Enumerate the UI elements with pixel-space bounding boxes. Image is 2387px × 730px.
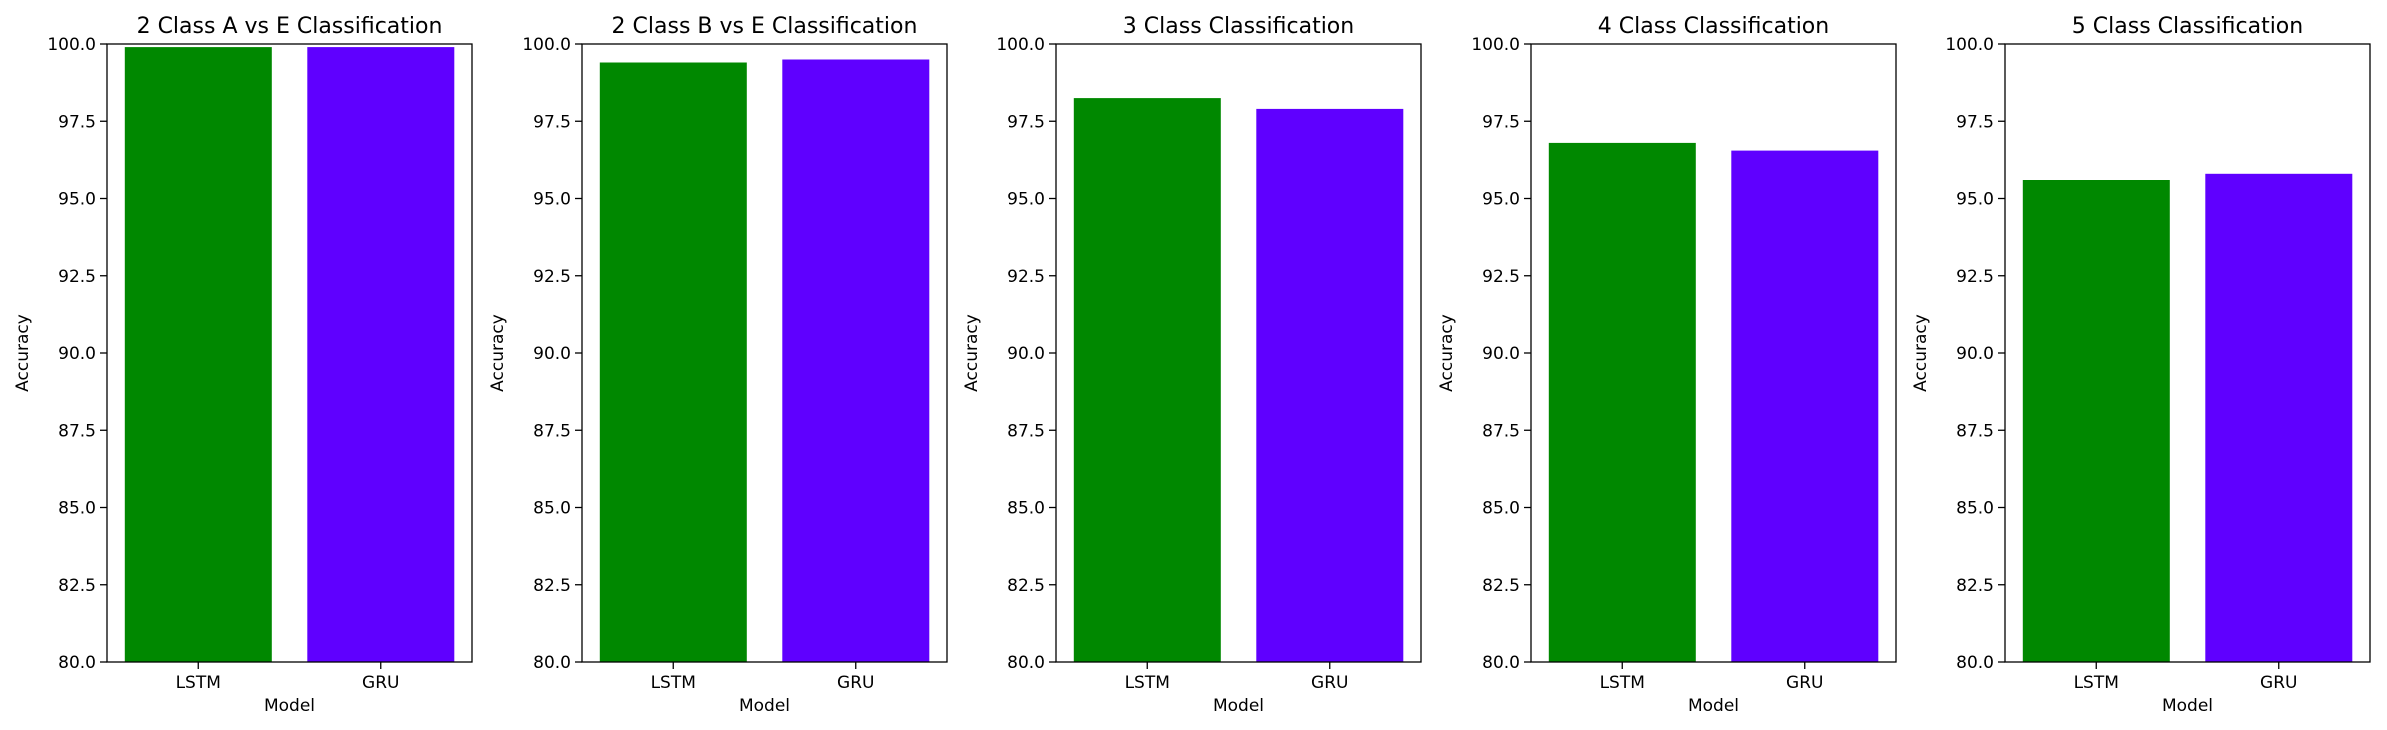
- y-tick-label: 80.0: [533, 653, 571, 673]
- x-tick-label-gru: GRU: [1311, 673, 1348, 693]
- y-axis-label: Accuracy: [1911, 314, 1931, 392]
- y-tick-label: 80.0: [1007, 653, 1045, 673]
- bar-gru: [307, 47, 455, 663]
- y-tick-label: 100.0: [1471, 35, 1520, 55]
- y-tick-label: 87.5: [1482, 421, 1520, 441]
- y-tick-label: 85.0: [1007, 499, 1045, 519]
- y-tick-label: 95.0: [1482, 190, 1520, 210]
- y-tick-label: 85.0: [1956, 499, 1994, 519]
- x-tick-label-lstm: LSTM: [651, 673, 696, 693]
- chart-panel-3: 80.0 82.5 85.0 87.5 90.0 92.5 95.0 97.5 100.0 LST…: [962, 14, 1422, 716]
- y-tick-label: 97.5: [1956, 112, 1994, 132]
- bar-gru: [2205, 173, 2353, 663]
- y-tick-label: 100.0: [522, 35, 571, 55]
- y-tick-label: 90.0: [1007, 344, 1045, 364]
- chart-title: 4 Class Classification: [1598, 14, 1829, 39]
- x-axis-label: Model: [739, 696, 790, 716]
- y-tick-label: 90.0: [58, 344, 96, 364]
- bar-gru: [1256, 108, 1404, 662]
- y-tick-label: 90.0: [533, 344, 571, 364]
- x-tick-label-gru: GRU: [362, 673, 399, 693]
- chart-panel-2: 80.0 82.5 85.0 87.5 90.0 92.5 95.0 97.5 100.0 LST…: [488, 14, 948, 716]
- bar-gru: [1731, 150, 1879, 662]
- chart-title: 2 Class B vs E Classification: [612, 14, 918, 39]
- y-tick-label: 82.5: [1482, 576, 1520, 596]
- y-tick-label: 97.5: [1482, 112, 1520, 132]
- y-tick-label: 80.0: [1482, 653, 1520, 673]
- chart-title: 3 Class Classification: [1123, 14, 1354, 39]
- y-tick-label: 95.0: [1007, 190, 1045, 210]
- y-tick-label: 95.0: [533, 190, 571, 210]
- y-tick-label: 92.5: [533, 267, 571, 287]
- y-tick-label: 92.5: [58, 267, 96, 287]
- y-tick-label: 85.0: [1482, 499, 1520, 519]
- x-axis-label: Model: [2162, 696, 2213, 716]
- y-tick-label: 97.5: [533, 112, 571, 132]
- x-tick-label-gru: GRU: [2260, 673, 2297, 693]
- y-tick-label: 100.0: [1945, 35, 1994, 55]
- y-tick-label: 95.0: [1956, 190, 1994, 210]
- y-tick-label: 82.5: [1007, 576, 1045, 596]
- chart-panel-5: 80.0 82.5 85.0 87.5 90.0 92.5 95.0 97.5 100.0 LST…: [1911, 14, 2371, 716]
- bar-lstm: [2022, 180, 2170, 662]
- chart-title: 5 Class Classification: [2072, 14, 2303, 39]
- y-tick-label: 100.0: [996, 35, 1045, 55]
- y-tick-label: 87.5: [1956, 421, 1994, 441]
- y-tick-label: 80.0: [1956, 653, 1994, 673]
- x-tick-label-lstm: LSTM: [2074, 673, 2119, 693]
- y-tick-label: 97.5: [1007, 112, 1045, 132]
- y-tick-label: 87.5: [1007, 421, 1045, 441]
- bar-lstm: [124, 47, 272, 663]
- bar-lstm: [1548, 142, 1696, 662]
- y-tick-label: 92.5: [1007, 267, 1045, 287]
- y-tick-label: 97.5: [58, 112, 96, 132]
- x-axis-label: Model: [1213, 696, 1264, 716]
- y-tick-label: 82.5: [1956, 576, 1994, 596]
- chart-panel-1: 80.0 82.5 85.0 87.5 90.0 92.5 95.0 97.5 100.0 LST…: [13, 14, 473, 716]
- bar-gru: [782, 59, 930, 662]
- y-tick-label: 82.5: [533, 576, 571, 596]
- y-axis-label: Accuracy: [13, 314, 33, 392]
- x-axis-label: Model: [1688, 696, 1739, 716]
- y-tick-label: 90.0: [1482, 344, 1520, 364]
- y-tick-label: 85.0: [58, 499, 96, 519]
- y-tick-label: 90.0: [1956, 344, 1994, 364]
- chart-panel-4: 80.0 82.5 85.0 87.5 90.0 92.5 95.0 97.5 100.0 LST…: [1437, 14, 1897, 716]
- x-axis-label: Model: [264, 696, 315, 716]
- bar-lstm: [599, 62, 747, 662]
- bar-lstm: [1073, 98, 1221, 663]
- y-tick-label: 80.0: [58, 653, 96, 673]
- y-tick-label: 92.5: [1956, 267, 1994, 287]
- y-axis-label: Accuracy: [962, 314, 982, 392]
- x-tick-label-gru: GRU: [837, 673, 874, 693]
- y-tick-label: 92.5: [1482, 267, 1520, 287]
- x-tick-label-lstm: LSTM: [1600, 673, 1645, 693]
- y-tick-label: 85.0: [533, 499, 571, 519]
- y-tick-label: 87.5: [58, 421, 96, 441]
- x-tick-label-lstm: LSTM: [176, 673, 221, 693]
- y-tick-label: 95.0: [58, 190, 96, 210]
- x-tick-label-lstm: LSTM: [1125, 673, 1170, 693]
- y-axis-label: Accuracy: [1437, 314, 1457, 392]
- x-tick-label-gru: GRU: [1786, 673, 1823, 693]
- y-tick-label: 100.0: [47, 35, 96, 55]
- y-axis-label: Accuracy: [488, 314, 508, 392]
- y-tick-label: 82.5: [58, 576, 96, 596]
- y-tick-label: 87.5: [533, 421, 571, 441]
- chart-title: 2 Class A vs E Classification: [137, 14, 443, 39]
